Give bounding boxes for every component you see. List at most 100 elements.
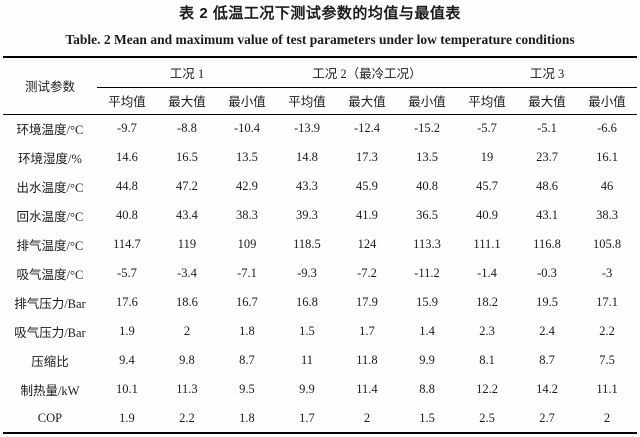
row-label: 压缩比 — [31, 355, 69, 369]
value-cell: 2.7 — [539, 410, 555, 425]
table-row: 排气压力/Bar 17.6 18.6 16.7 16.8 17.9 15.9 1… — [3, 288, 637, 317]
value-cell: -10.4 — [233, 121, 260, 136]
value-cell: 8.7 — [539, 353, 555, 367]
value-cell: 47.2 — [176, 179, 198, 193]
value-cell: 109 — [237, 237, 257, 251]
value-cell: -11.2 — [414, 266, 440, 280]
value-cell: 15.9 — [416, 295, 438, 309]
table-row: 回水温度/°C 40.8 43.4 38.3 39.3 41.9 36.5 40… — [3, 201, 637, 230]
sub-header-mean-3: 平均值 — [457, 87, 518, 115]
row-label: COP — [37, 410, 63, 425]
value-cell: 105.8 — [592, 237, 622, 251]
value-cell: 9.4 — [119, 353, 135, 367]
sub-header-max-3: 最大值 — [517, 87, 578, 115]
value-cell: 1.5 — [419, 410, 435, 425]
table-row: COP 1.9 2.2 1.8 1.7 2 1.5 2.5 2.7 2 — [3, 404, 637, 433]
value-cell: 40.8 — [116, 208, 138, 222]
value-cell: 2.3 — [479, 324, 495, 338]
value-cell: -9.3 — [297, 266, 317, 280]
value-cell: -12.4 — [353, 121, 380, 136]
value-cell: 40.8 — [416, 179, 438, 193]
group-header-condition-3: 工况 3 — [457, 57, 638, 88]
sub-header-max-2: 最大值 — [336, 87, 397, 115]
value-cell: -3 — [601, 266, 613, 280]
value-cell: 2.2 — [599, 324, 615, 338]
value-cell: 16.8 — [296, 295, 318, 309]
value-cell: 2 — [183, 324, 191, 338]
value-cell: 36.5 — [416, 208, 438, 222]
value-cell: 19.5 — [536, 295, 558, 309]
value-cell: 2.2 — [179, 410, 195, 425]
sub-header-min-2: 最小值 — [396, 87, 458, 115]
value-cell: 44.8 — [116, 179, 138, 193]
value-cell: 1.4 — [419, 324, 435, 338]
value-cell: 38.3 — [596, 208, 618, 222]
value-cell: 17.3 — [356, 150, 378, 164]
value-cell: -15.2 — [413, 121, 441, 136]
value-cell: 19 — [480, 150, 494, 164]
value-cell: 9.9 — [299, 382, 315, 396]
value-cell: 16.1 — [596, 150, 618, 164]
sub-header-mean-2: 平均值 — [276, 87, 337, 115]
test-parameters-table: 测试参数 工况 1 工况 2（最冷工况） 工况 3 平均值 最大值 最小值 平均… — [2, 56, 638, 434]
row-label: 排气温度/°C — [16, 239, 84, 253]
value-cell: 18.6 — [176, 295, 198, 309]
sub-header-row: 平均值 最大值 最小值 平均值 最大值 最小值 平均值 最大值 最小值 — [3, 87, 638, 115]
sub-header-min-1: 最小值 — [216, 87, 277, 115]
table-row: 吸气温度/°C -5.7 -3.4 -7.1 -9.3 -7.2 -11.2 -… — [3, 259, 637, 288]
group-header-condition-1: 工况 1 — [96, 57, 277, 88]
value-cell: 13.5 — [416, 150, 438, 164]
value-cell: -13.9 — [293, 121, 320, 136]
value-cell: 2.4 — [539, 324, 555, 338]
sub-header-max-1: 最大值 — [156, 87, 217, 115]
value-cell: 111.1 — [473, 237, 501, 251]
value-cell: 113.3 — [413, 237, 441, 251]
value-cell: -9.7 — [117, 121, 137, 136]
value-cell: 17.6 — [116, 295, 138, 309]
value-cell: -5.7 — [117, 266, 137, 280]
value-cell: 1.9 — [119, 410, 135, 425]
value-cell: -7.2 — [357, 266, 377, 280]
value-cell: 38.3 — [236, 208, 258, 222]
value-cell: 7.5 — [599, 353, 615, 367]
value-cell: 8.7 — [239, 353, 255, 367]
value-cell: -1.4 — [477, 266, 497, 280]
row-label: 排气压力/Bar — [14, 297, 86, 311]
value-cell: 1.5 — [299, 324, 315, 338]
value-cell: -5.7 — [477, 121, 497, 136]
value-cell: 118.5 — [293, 237, 321, 251]
value-cell: 10.1 — [116, 382, 138, 396]
value-cell: 2.5 — [479, 410, 495, 425]
param-column-header: 测试参数 — [2, 57, 97, 115]
table-title-english: Table. 2 Mean and maximum value of test … — [65, 32, 575, 47]
table-row: 环境湿度/% 14.6 16.5 13.5 14.8 17.3 13.5 19 … — [3, 143, 637, 172]
value-cell: -0.3 — [537, 266, 557, 280]
value-cell: -7.1 — [237, 266, 257, 280]
value-cell: 9.8 — [179, 353, 195, 367]
value-cell: 43.4 — [176, 208, 198, 222]
value-cell: 11.8 — [356, 353, 378, 367]
value-cell: -8.8 — [177, 121, 197, 136]
value-cell: 39.3 — [296, 208, 318, 222]
value-cell: 11.1 — [596, 382, 618, 396]
sub-header-mean-1: 平均值 — [96, 87, 157, 115]
value-cell: 1.8 — [239, 324, 255, 338]
value-cell: 45.9 — [356, 179, 378, 193]
table-row: 环境温度/°C -9.7 -8.8 -10.4 -13.9 -12.4 -15.… — [3, 114, 637, 143]
value-cell: 1.9 — [119, 324, 135, 338]
value-cell: 116.8 — [533, 237, 561, 251]
value-cell: 119 — [177, 237, 197, 251]
row-label: 吸气温度/°C — [16, 268, 84, 282]
value-cell: 114.7 — [113, 237, 141, 251]
value-cell: 14.6 — [116, 150, 138, 164]
row-label: 制热量/kW — [20, 384, 80, 398]
value-cell: 13.5 — [236, 150, 258, 164]
value-cell: 42.9 — [236, 179, 258, 193]
value-cell: 12.2 — [476, 382, 498, 396]
table-title-chinese: 表 2 低温工况下测试参数的均值与最值表 — [179, 5, 461, 22]
group-header-row: 测试参数 工况 1 工况 2（最冷工况） 工况 3 — [2, 57, 638, 115]
value-cell: 1.7 — [299, 410, 315, 425]
value-cell: 1.8 — [239, 410, 255, 425]
table-row: 制热量/kW 10.1 11.3 9.5 9.9 11.4 8.8 12.2 1… — [3, 375, 637, 404]
